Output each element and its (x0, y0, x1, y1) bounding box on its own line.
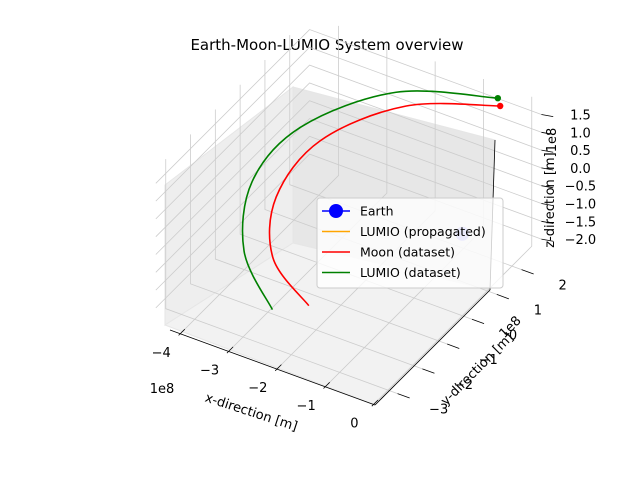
y-tick-label: −1 (479, 353, 498, 368)
y-tick-label: 1 (534, 303, 542, 318)
x-tick-label: −1 (297, 399, 316, 414)
z-tick (541, 149, 554, 153)
axis-tick-labels: −4 −3 −2 −1 0 −3 −2 −1 0 1 2 −2.0 −1.5 −1.0 −0.5 0.0 0.5… (152, 109, 597, 432)
x-tick-label: 0 (350, 417, 358, 432)
z-tick-label: −1.5 (565, 215, 597, 230)
z-gridline (155, 100, 542, 255)
z-tick-label: 1.5 (570, 109, 591, 124)
legend-box (316, 197, 504, 289)
x-tick (371, 399, 379, 407)
z-tick-label: 0.5 (570, 144, 591, 159)
z-gridline (155, 82, 542, 237)
z-axis-offset-text: 1e8 (545, 128, 560, 153)
legend-label-lumio-dataset: LUMIO (dataset) (360, 265, 461, 280)
lumio-dataset-start-marker (494, 94, 502, 102)
x-axis-label: x-direction [m] (203, 391, 299, 435)
moon-dataset-line (268, 102, 501, 307)
x-tick (274, 364, 282, 372)
y-axis-line (374, 289, 491, 406)
y-axis-label: y-direction [m] (438, 330, 517, 409)
y-tick (422, 368, 435, 374)
moon-dataset-start-marker (496, 102, 504, 110)
y-tick-label: −2 (454, 378, 473, 393)
y-tick-label: −3 (429, 403, 448, 418)
x-tick (323, 382, 330, 389)
z-gridline (155, 64, 542, 220)
y-tick-label: 2 (558, 279, 566, 294)
z-tick-label: 1.0 (570, 126, 591, 141)
legend-label-lumio-propagated: LUMIO (propagated) (360, 224, 486, 239)
legend-label-moon-dataset: Moon (dataset) (360, 245, 455, 260)
x-tick-label: −2 (248, 381, 267, 396)
z-tick-label: −0.5 (565, 180, 597, 195)
axis-ticks (178, 114, 554, 407)
z-tick (541, 203, 554, 207)
x-axis-line (169, 329, 376, 406)
x-tick-label: −3 (200, 363, 219, 378)
z-tick (541, 220, 554, 224)
z-tick-label: −2.0 (565, 233, 597, 248)
legend-label-earth: Earth (360, 204, 394, 219)
z-tick (541, 114, 554, 118)
y-tick (521, 269, 534, 275)
y-tick (397, 393, 410, 399)
grid-lines (155, 25, 542, 401)
z-tick (541, 185, 554, 189)
z-gridline (155, 118, 542, 273)
x-axis-offset-text: 1e8 (150, 382, 175, 397)
y-tick (471, 318, 485, 325)
z-tick (541, 167, 554, 171)
z-tick-label: 0.0 (570, 162, 591, 177)
y-tick-label: 0 (509, 328, 517, 343)
y-tick (496, 294, 509, 300)
z-tick (541, 238, 554, 242)
z-tick-label: −1.0 (565, 198, 597, 213)
x-tick (178, 328, 186, 336)
legend: Earth LUMIO (propagated) Moon (dataset) LUM… (316, 197, 504, 289)
x-tick (226, 346, 234, 354)
x-tick-label: −4 (152, 346, 171, 361)
y-tick (447, 343, 460, 349)
z-gridline (155, 29, 542, 184)
z-tick (541, 131, 554, 135)
chart-title: Earth-Moon-LUMIO System overview (190, 36, 463, 54)
z-gridline (155, 135, 542, 291)
z-axis-label: z-direction [m] (543, 152, 558, 247)
legend-marker-earth (329, 204, 343, 218)
lumio-dataset-line (241, 90, 498, 310)
